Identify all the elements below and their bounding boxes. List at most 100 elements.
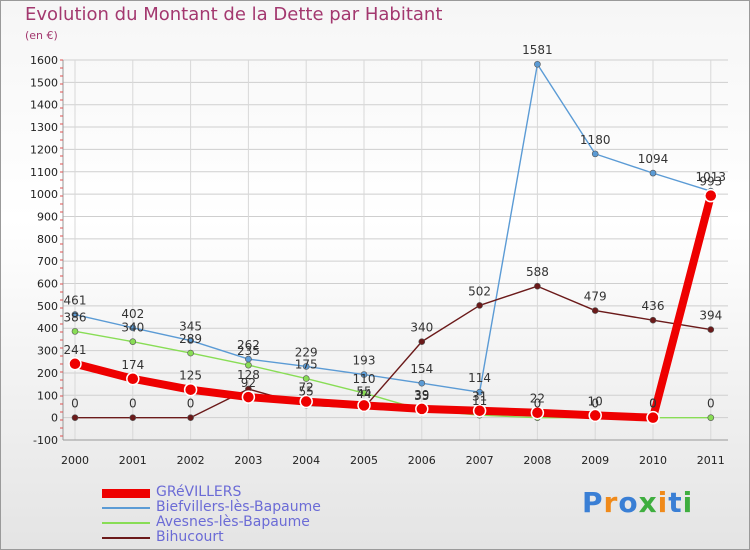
data-label: 0 (591, 397, 599, 411)
y-tick-label: 0 (51, 412, 58, 425)
data-point (707, 326, 715, 333)
y-tick-label: 100 (37, 389, 58, 402)
y-tick-label: 800 (37, 233, 58, 246)
data-point (707, 414, 715, 421)
logo-letter: i (682, 486, 694, 519)
data-label: 11 (472, 394, 487, 408)
y-tick-label: 900 (37, 210, 58, 223)
data-label: 229 (295, 345, 318, 359)
x-tick-label: 2001 (119, 454, 147, 467)
data-point (476, 388, 483, 396)
y-tick-label: 1100 (30, 166, 58, 179)
data-point (126, 372, 140, 386)
x-tick-label: 2005 (350, 454, 378, 467)
logo-letter: x (638, 486, 658, 519)
data-label: 394 (699, 309, 722, 323)
data-point (302, 363, 310, 370)
y-tick-label: -100 (33, 434, 58, 447)
data-label: 1180 (580, 133, 611, 147)
x-tick-label: 2007 (466, 454, 494, 467)
data-point (183, 382, 198, 397)
data-point (534, 282, 541, 290)
data-label: 340 (410, 321, 433, 335)
x-tick-label: 2000 (61, 454, 89, 467)
data-point (591, 307, 599, 314)
data-point (591, 150, 599, 158)
data-label: 0 (707, 397, 715, 411)
y-tick-label: 1600 (30, 54, 58, 67)
data-point (418, 338, 426, 345)
x-tick-label: 2009 (581, 454, 609, 467)
data-label: 386 (64, 310, 87, 324)
data-label: 55 (356, 384, 371, 398)
data-point (649, 169, 657, 177)
legend-label: GRéVILLERS (156, 484, 242, 500)
legend-label: Biefvillers-lès-Bapaume (156, 499, 321, 515)
data-label: 31 (472, 390, 487, 404)
data-label: 0 (649, 397, 657, 411)
data-point (245, 361, 252, 369)
data-label: 39 (414, 388, 429, 402)
data-label: 0 (649, 397, 657, 411)
data-point (534, 60, 541, 68)
y-tick-label: 700 (37, 255, 58, 268)
data-label: 1581 (522, 43, 553, 57)
legend-swatch (102, 507, 150, 509)
y-tick-label: 1400 (30, 99, 58, 112)
y-tick-label: 300 (37, 345, 58, 358)
data-label: 436 (642, 299, 665, 313)
data-label: 402 (121, 307, 144, 321)
data-label: 0 (534, 397, 542, 411)
data-point (415, 402, 429, 416)
data-label: 241 (64, 343, 87, 357)
data-label: 125 (179, 369, 202, 383)
data-point (71, 414, 79, 421)
logo-letter: i (657, 486, 669, 519)
logo-letter: o (618, 486, 639, 519)
data-label: 1094 (638, 152, 669, 166)
data-point (241, 390, 256, 404)
data-point (187, 337, 194, 344)
data-label: 345 (179, 320, 202, 334)
data-label: 0 (129, 397, 137, 411)
data-point (71, 328, 79, 335)
data-label: 289 (179, 332, 202, 346)
data-label: 235 (237, 344, 260, 358)
x-tick-label: 2010 (639, 454, 667, 467)
data-point (360, 371, 368, 378)
x-tick-label: 2002 (177, 454, 205, 467)
grid-layer (63, 59, 728, 441)
data-label: 174 (121, 358, 144, 372)
logo-letter: P (582, 486, 604, 519)
legend-swatch (102, 537, 150, 539)
data-label: 72 (299, 381, 314, 395)
legend-swatch (102, 488, 150, 498)
legend-label: Avesnes-lès-Bapaume (156, 514, 310, 530)
data-point (68, 357, 82, 371)
data-label: 262 (237, 338, 260, 352)
data-label: 44 (356, 387, 371, 401)
y-tick-label: 600 (37, 278, 58, 291)
y-tick-label: 1200 (30, 143, 58, 156)
data-label: 340 (121, 321, 144, 335)
data-point (476, 302, 483, 309)
axis-layer: -100010020030040050060070080090010001100… (30, 54, 728, 467)
data-point (129, 338, 137, 345)
series-line-gr-villers (71, 191, 715, 422)
x-tick-label: 2011 (697, 454, 725, 467)
data-label: 154 (410, 362, 433, 376)
legend-swatch (102, 522, 150, 524)
logo-letter: t (668, 486, 683, 519)
data-label: 0 (71, 397, 79, 411)
series-line-biefvillers-l-s-bapaume (74, 63, 712, 393)
data-point (129, 414, 137, 421)
data-point (357, 398, 371, 413)
data-point (299, 394, 313, 409)
series-layer (68, 60, 718, 425)
x-tick-label: 2003 (234, 454, 262, 467)
y-tick-label: 500 (37, 300, 58, 313)
data-point (704, 188, 718, 203)
x-tick-label: 2008 (523, 454, 551, 467)
